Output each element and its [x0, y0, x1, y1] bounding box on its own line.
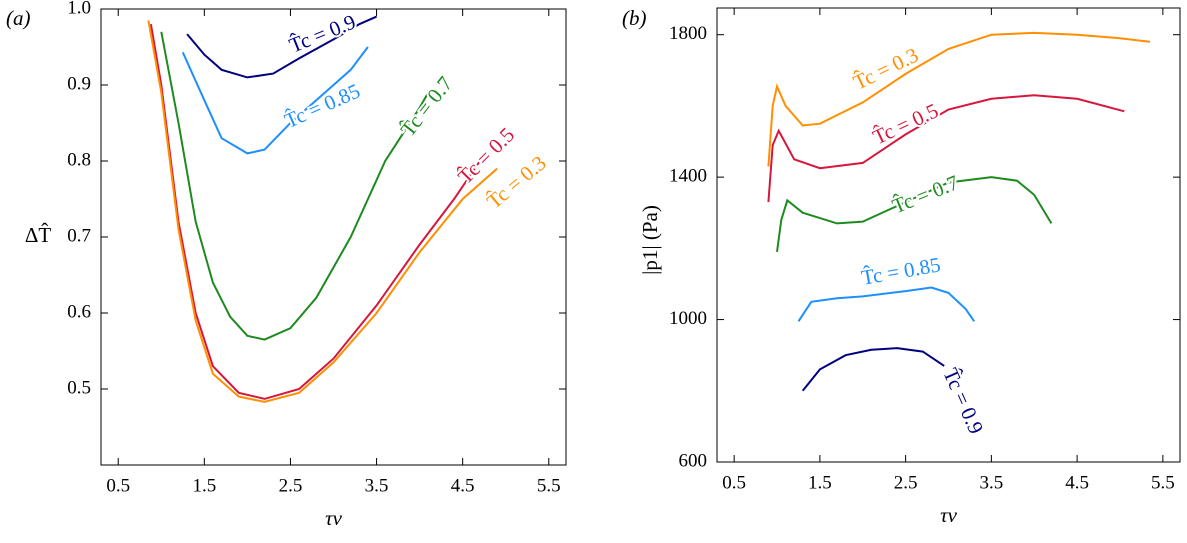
series-label: T̂c = 0.9 [938, 364, 988, 437]
panel-label: (a) [6, 6, 31, 30]
y-tick-label: 0.5 [67, 377, 91, 398]
x-axis-label: τν [940, 503, 958, 527]
y-tick-label: 0.8 [67, 149, 91, 170]
y-tick-label: 1.0 [67, 0, 91, 18]
line-series [776, 176, 1053, 253]
x-tick-label: 1.5 [192, 475, 216, 496]
series-label: T̂c = 0.9 [286, 9, 359, 57]
line-series [186, 15, 378, 79]
y-tick-label: 0.6 [67, 301, 91, 322]
panel-label: (b) [622, 6, 647, 30]
line-series [160, 31, 430, 341]
x-tick-label: 4.5 [1065, 472, 1089, 493]
x-tick-label: 0.5 [106, 475, 130, 496]
x-tick-label: 0.5 [722, 472, 746, 493]
x-tick-label: 1.5 [808, 472, 832, 493]
series-label: T̂c = 0.7 [889, 170, 962, 218]
line-series [147, 20, 498, 403]
x-tick-label: 4.5 [451, 475, 475, 496]
y-tick-label: 0.9 [67, 73, 91, 94]
x-tick-label: 2.5 [894, 472, 918, 493]
y-tick-label: 600 [679, 450, 708, 471]
y-axis-label: ΔT̂ [25, 223, 52, 247]
line-series [767, 94, 1125, 203]
line-series [767, 31, 1151, 167]
y-axis-label: |p1| (Pa) [638, 205, 662, 275]
x-tick-label: 5.5 [537, 475, 561, 496]
y-tick-label: 1800 [669, 23, 707, 44]
x-axis-label: τν [325, 506, 343, 530]
x-tick-label: 3.5 [979, 472, 1003, 493]
y-tick-label: 1000 [669, 308, 707, 329]
y-tick-label: 0.7 [67, 225, 91, 246]
line-series [181, 46, 369, 155]
line-series [797, 286, 976, 322]
series-label: T̂c = 0.5 [869, 98, 942, 149]
series-label: T̂c = 0.85 [860, 252, 943, 290]
series-label: T̂c = 0.85 [281, 78, 364, 132]
line-series [801, 347, 945, 392]
y-tick-label: 1400 [669, 165, 707, 186]
x-tick-label: 3.5 [365, 475, 389, 496]
x-tick-label: 2.5 [279, 475, 303, 496]
plot-frame [716, 7, 1181, 463]
x-tick-label: 5.5 [1151, 472, 1175, 493]
series-label: T̂c = 0.7 [396, 72, 458, 141]
